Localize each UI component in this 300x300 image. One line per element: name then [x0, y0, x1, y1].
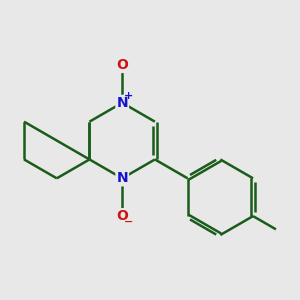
Text: N: N [116, 171, 128, 185]
Text: O: O [116, 209, 128, 223]
Text: −: − [124, 217, 133, 227]
Text: +: + [124, 92, 133, 101]
Text: N: N [116, 96, 128, 110]
Text: O: O [116, 58, 128, 72]
